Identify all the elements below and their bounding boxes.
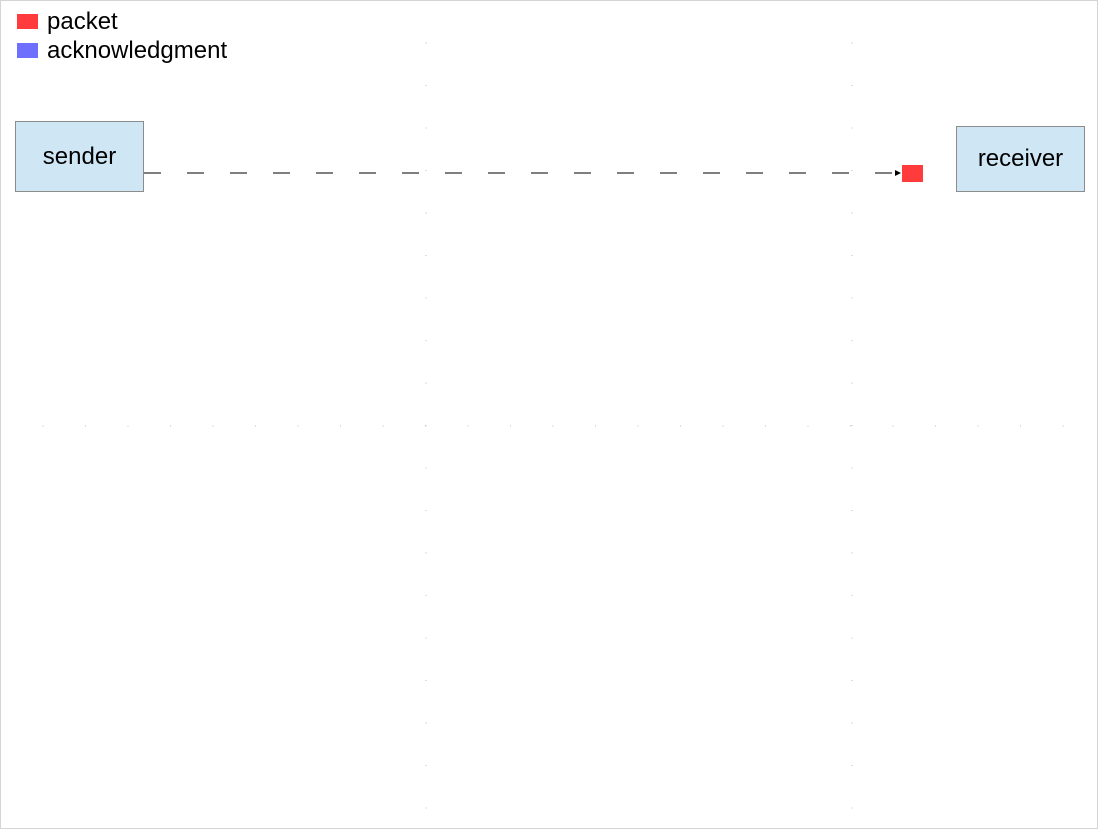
packet-in-flight (902, 165, 923, 182)
grid-dot (680, 425, 681, 427)
grid-dot (851, 807, 853, 809)
grid-dot (170, 425, 171, 427)
grid-dot (851, 595, 853, 596)
grid-dot (722, 425, 724, 427)
grid-dot (851, 255, 853, 256)
grid-dot (851, 765, 853, 766)
grid-dot (851, 382, 853, 384)
legend-item-acknowledgment: acknowledgment (17, 36, 227, 65)
grid-dot (851, 42, 853, 44)
grid-dot (851, 467, 853, 469)
grid-dot (851, 552, 853, 554)
grid-dot (425, 212, 427, 214)
grid-dot (382, 425, 384, 427)
grid-dot (510, 425, 511, 427)
grid-dot (1020, 425, 1021, 427)
grid-dot (467, 425, 469, 427)
grid-dot (595, 425, 596, 427)
grid-dot (425, 297, 427, 299)
sender-node[interactable]: sender (15, 121, 144, 192)
grid-dot (807, 425, 809, 427)
grid-dot (425, 340, 427, 341)
grid-dot (851, 722, 853, 724)
grid-dot (212, 425, 214, 427)
grid-dot (765, 425, 766, 427)
grid-dot (851, 340, 853, 341)
grid-dot (297, 425, 299, 427)
grid-dot (340, 425, 341, 427)
grid-dot (425, 722, 427, 724)
grid-dot (255, 425, 256, 427)
grid-dot (425, 42, 427, 44)
legend-label-packet: packet (47, 8, 118, 35)
grid-dot (935, 425, 936, 427)
grid-dot (851, 212, 853, 214)
grid-dot (425, 467, 427, 469)
grid-dot (851, 85, 853, 86)
grid-dot (425, 510, 427, 511)
grid-dot (892, 425, 894, 427)
grid-dot (851, 297, 853, 299)
grid-dot (851, 637, 853, 639)
acknowledgment-swatch (17, 43, 38, 58)
grid-dot (851, 510, 853, 511)
grid-dot (850, 425, 851, 427)
grid-dot (851, 170, 853, 171)
grid-dot (425, 637, 427, 639)
sender-label: sender (42, 142, 117, 170)
grid-dot (425, 552, 427, 554)
legend: packet acknowledgment (17, 7, 227, 65)
grid-dot (425, 255, 427, 256)
grid-dot (637, 425, 639, 427)
grid-dot (425, 425, 426, 427)
legend-label-acknowledgment: acknowledgment (47, 37, 228, 64)
grid-dot (977, 425, 979, 427)
grid-dot (425, 127, 427, 129)
grid-dot (425, 680, 427, 681)
grid-dot (425, 595, 427, 596)
grid-dot (851, 680, 853, 681)
grid-dot (851, 127, 853, 129)
receiver-label: receiver (977, 145, 1064, 172)
grid-dot (85, 425, 86, 427)
grid-dot (425, 765, 427, 766)
grid-dot (425, 807, 427, 809)
grid-dot (851, 425, 853, 426)
legend-item-packet: packet (17, 7, 227, 36)
grid-dot (425, 382, 427, 384)
grid-dot (552, 425, 554, 427)
grid-dot (127, 425, 129, 427)
grid-dot (42, 425, 44, 427)
grid-dot (425, 85, 427, 86)
grid-dot (425, 170, 427, 171)
receiver-node[interactable]: receiver (956, 126, 1085, 192)
grid-dot (1062, 425, 1064, 427)
packet-swatch (17, 14, 38, 29)
